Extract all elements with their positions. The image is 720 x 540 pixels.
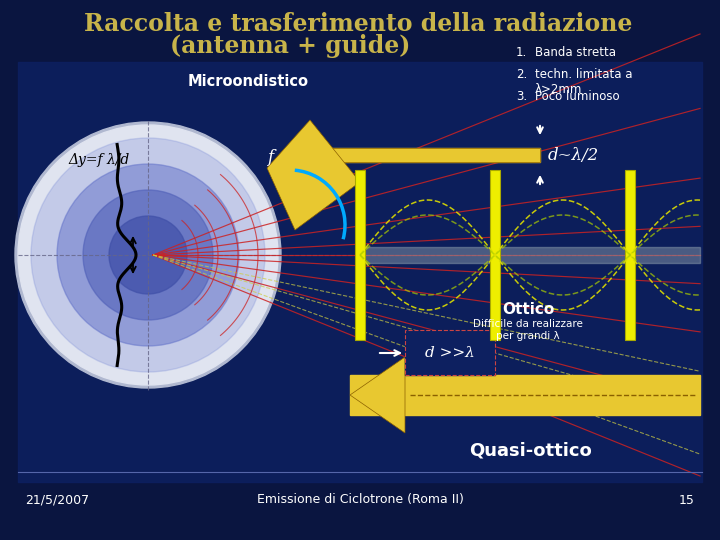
Polygon shape bbox=[350, 357, 405, 433]
Polygon shape bbox=[625, 170, 635, 340]
Bar bbox=[350, 375, 700, 415]
Text: Δy=f λ/d: Δy=f λ/d bbox=[68, 153, 130, 167]
Text: Ottico: Ottico bbox=[502, 302, 554, 318]
Circle shape bbox=[83, 190, 213, 320]
Bar bbox=[310, 148, 540, 162]
Text: Raccolta e trasferimento della radiazione: Raccolta e trasferimento della radiazion… bbox=[84, 12, 632, 36]
Bar bbox=[360, 247, 700, 263]
Circle shape bbox=[15, 122, 281, 388]
Bar bbox=[18, 62, 702, 482]
Text: Microondistico: Microondistico bbox=[187, 75, 308, 90]
Text: Quasi-ottico: Quasi-ottico bbox=[469, 441, 591, 459]
Text: Poco luminoso: Poco luminoso bbox=[535, 90, 620, 103]
Text: Difficile da realizzare
per grandi λ: Difficile da realizzare per grandi λ bbox=[473, 319, 583, 341]
Bar bbox=[405, 330, 495, 375]
Text: 1.: 1. bbox=[516, 46, 527, 59]
Polygon shape bbox=[490, 170, 500, 340]
Polygon shape bbox=[267, 120, 360, 230]
Text: 15: 15 bbox=[679, 494, 695, 507]
Text: 2.: 2. bbox=[516, 68, 527, 81]
Text: Banda stretta: Banda stretta bbox=[535, 46, 616, 59]
Text: (antenna + guide): (antenna + guide) bbox=[170, 34, 410, 58]
Circle shape bbox=[57, 164, 239, 346]
Text: techn. limitata a
λ>2mm: techn. limitata a λ>2mm bbox=[535, 68, 632, 96]
Text: 21/5/2007: 21/5/2007 bbox=[25, 494, 89, 507]
Circle shape bbox=[18, 125, 278, 385]
Text: d~λ/2: d~λ/2 bbox=[548, 146, 599, 164]
Text: d >>λ: d >>λ bbox=[425, 346, 475, 360]
Bar bbox=[405, 330, 495, 375]
Text: Emissione di Ciclotrone (Roma II): Emissione di Ciclotrone (Roma II) bbox=[256, 494, 464, 507]
Text: f: f bbox=[267, 150, 273, 166]
Bar bbox=[310, 148, 540, 162]
Circle shape bbox=[109, 216, 187, 294]
Polygon shape bbox=[355, 170, 365, 340]
Text: 3.: 3. bbox=[516, 90, 527, 103]
Circle shape bbox=[31, 138, 265, 372]
